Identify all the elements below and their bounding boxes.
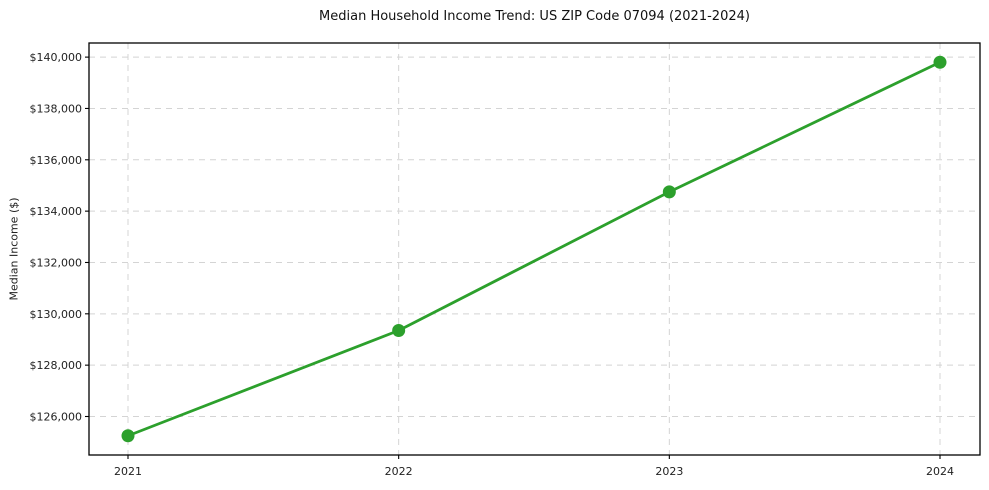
data-point-marker xyxy=(933,55,947,69)
y-tick-label: $132,000 xyxy=(30,256,83,269)
y-tick-label: $136,000 xyxy=(30,154,83,167)
y-tick-label: $134,000 xyxy=(30,205,83,218)
data-point-marker xyxy=(662,185,676,199)
y-tick-label: $130,000 xyxy=(30,308,83,321)
x-tick-label: 2022 xyxy=(385,465,413,478)
x-tick-label: 2023 xyxy=(655,465,683,478)
x-tick-label: 2021 xyxy=(114,465,142,478)
x-tick-label: 2024 xyxy=(926,465,954,478)
y-tick-label: $140,000 xyxy=(30,51,83,64)
trend-line xyxy=(126,60,942,438)
y-tick-label: $128,000 xyxy=(30,359,83,372)
y-tick-label: $138,000 xyxy=(30,102,83,115)
y-tick-label: $126,000 xyxy=(30,410,83,423)
chart-title: Median Household Income Trend: US ZIP Co… xyxy=(319,9,750,24)
data-point-marker xyxy=(392,324,406,338)
data-point-marker xyxy=(121,429,135,443)
plot-border xyxy=(88,42,981,456)
